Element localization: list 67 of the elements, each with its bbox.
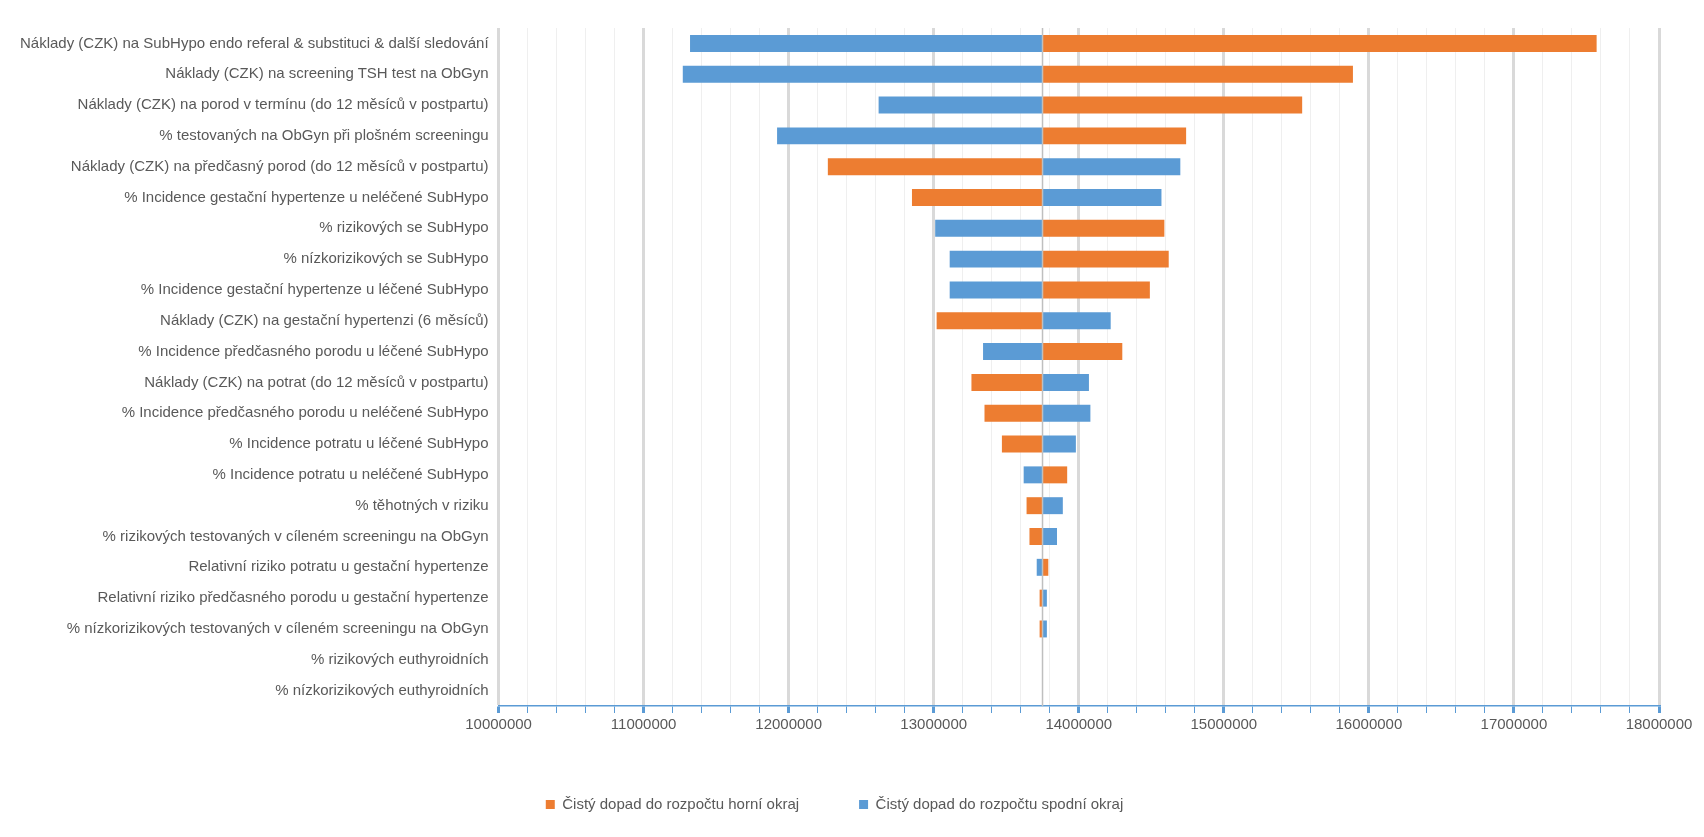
- bar: [1023, 466, 1043, 484]
- y-tick-label: % nízkorizikových se SubHypo: [283, 249, 489, 267]
- y-tick-label: Náklady (CZK) na předčasný porod (do 12 měsíců v postpartu): [70, 156, 489, 174]
- y-tick-label: Náklady (CZK) na potrat (do 12 měsíců v postpartu): [144, 372, 489, 390]
- y-tick-label: Relativní riziko předčasného porodu u gestační hypertenze: [97, 588, 489, 606]
- bar: [935, 219, 1043, 237]
- bar: [984, 404, 1043, 422]
- bar: [949, 281, 1043, 299]
- bar: [1042, 158, 1181, 176]
- x-tick-label: 10000000: [465, 715, 532, 733]
- y-tick-label: Relativní riziko potratu u gestační hypertenze: [188, 557, 489, 575]
- y-tick-label: % nízkorizikových euthyroidních: [275, 680, 489, 698]
- bar: [1042, 127, 1187, 145]
- y-tick-label: Náklady (CZK) na porod v termínu (do 12 měsíců v postpartu): [77, 95, 489, 113]
- x-tick-label: 17000000: [1480, 715, 1548, 733]
- legend-label: Čistý dopad do rozpočtu horní okraj: [562, 794, 800, 812]
- y-tick-label: % Incidence předčasného porodu u léčené SubHypo: [138, 341, 489, 359]
- bar: [682, 65, 1043, 83]
- y-tick-label: % nízkorizikových testovaných v cíleném screeningu na ObGyn: [66, 619, 489, 637]
- y-tick-label: % rizikových testovaných v cíleném screeningu na ObGyn: [102, 526, 489, 544]
- bar: [1042, 404, 1091, 422]
- bar: [1042, 219, 1165, 237]
- bar: [1001, 435, 1043, 453]
- bar: [1042, 34, 1597, 52]
- bar: [911, 189, 1043, 206]
- bar: [690, 34, 1043, 52]
- x-tick-label: 15000000: [1190, 715, 1258, 733]
- bar: [1042, 528, 1058, 545]
- bar: [1042, 373, 1089, 391]
- bar: [1042, 497, 1063, 515]
- bar: [1042, 96, 1303, 114]
- bar: [1042, 281, 1150, 299]
- bar: [878, 96, 1043, 114]
- y-tick-label: % Incidence předčasného porodu u neléčené SubHypo: [121, 403, 489, 421]
- bar: [983, 343, 1043, 361]
- bar: [777, 127, 1043, 145]
- bar: [1042, 312, 1111, 330]
- bar: [1042, 65, 1353, 83]
- x-tick-label: 13000000: [900, 715, 968, 733]
- bar: [1042, 435, 1076, 453]
- bar: [827, 158, 1043, 176]
- bar: [1042, 189, 1162, 206]
- y-tick-label: % testovaných na ObGyn při plošném screeningu: [159, 126, 489, 143]
- x-tick-label: 14000000: [1045, 715, 1113, 733]
- y-tick-label: Náklady (CZK) na screening TSH test na ObGyn: [165, 64, 489, 82]
- bar: [936, 312, 1043, 330]
- bar: [1026, 497, 1043, 515]
- x-tick-label: 16000000: [1335, 715, 1403, 733]
- bar: [949, 250, 1043, 268]
- bar: [1042, 250, 1169, 268]
- y-tick-label: % Incidence potratu u neléčené SubHypo: [212, 465, 489, 482]
- y-tick-label: Náklady (CZK) na SubHypo endo referal & substituci & další sledování: [19, 33, 490, 51]
- bar: [1042, 466, 1068, 484]
- y-tick-label: % Incidence potratu u léčené SubHypo: [229, 434, 489, 452]
- y-tick-label: % Incidence gestační hypertenze u neléčené SubHypo: [124, 187, 489, 205]
- bar: [1029, 528, 1043, 545]
- x-tick-label: 12000000: [755, 715, 823, 733]
- y-tick-label: Náklady (CZK) na gestační hypertenzi (6 měsíců): [160, 310, 489, 328]
- y-tick-label: % rizikových euthyroidních: [310, 649, 489, 667]
- x-tick-label: 11000000: [610, 715, 677, 733]
- bar: [971, 373, 1043, 391]
- y-tick-label: % Incidence gestační hypertenze u léčené SubHypo: [140, 280, 489, 298]
- legend-label: Čistý dopad do rozpočtu spodní okraj: [875, 794, 1124, 812]
- x-tick-label: 18000000: [1625, 715, 1693, 733]
- y-tick-label: % rizikových se SubHypo: [319, 218, 489, 236]
- y-tick-label: % těhotných v riziku: [355, 495, 489, 513]
- bar: [1042, 343, 1123, 361]
